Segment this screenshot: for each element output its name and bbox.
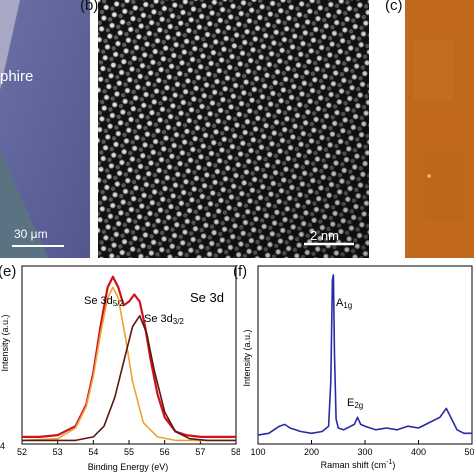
panel-f-raman-chart: 100 200 300 400 500 Intensity (a.u.) Raman s…: [240, 258, 474, 474]
contrast-shading: [98, 0, 369, 258]
panel-a-optical-image: phire 30 μm: [0, 0, 90, 258]
raman-xtick-label: 200: [304, 447, 319, 457]
region-label-sapphire: phire: [0, 68, 34, 85]
raman-xtick-label: 100: [250, 447, 265, 457]
panel-c-label: (c): [385, 0, 403, 14]
panel-e-label: (e): [0, 263, 17, 280]
raman-peak-e2g: E2g: [347, 397, 363, 410]
xps-xtick-label: 56: [160, 447, 170, 457]
surface-particle: [427, 174, 431, 178]
xps-peak-5-2-sub: 5/2: [113, 299, 125, 308]
panel-b-stem-image: 2 nm: [98, 0, 369, 258]
raman-xtick-label: 400: [411, 447, 426, 457]
xps-series-3: [22, 314, 236, 442]
xps-xtick-label: 58: [231, 447, 240, 457]
xps-xtick-label: 52: [17, 447, 27, 457]
panel-c-afm-image: [405, 0, 474, 258]
xps-peak-5-2-main: Se 3d: [84, 295, 113, 307]
xps-peak-3-2-sub: 3/2: [173, 317, 185, 326]
raman-xtick-label: 300: [357, 447, 372, 457]
xps-xtick-label: 53: [53, 447, 63, 457]
raman-peak-a1g: A1g: [336, 297, 352, 310]
raman-xlabel: Raman shift (cm-1): [321, 459, 396, 470]
xps-edge-tick: 4: [0, 441, 5, 451]
stem-image-svg: [98, 0, 369, 258]
panel-f-label: (f): [233, 263, 248, 280]
xps-xtick-label: 57: [195, 447, 205, 457]
xps-peak-label-3-2: Se 3d3/2: [144, 313, 184, 326]
xps-xtick-label: 54: [88, 447, 98, 457]
xps-chart-svg: 52 53 54 55 56 57 58 Intensity (a.u.) Binding …: [0, 265, 240, 472]
raman-chart-svg: 100 200 300 400 500 Intensity (a.u.) Raman s…: [242, 265, 474, 470]
xps-peak-label-5-2: Se 3d5/2: [84, 295, 124, 308]
optical-image-svg: [0, 0, 90, 258]
panel-b-label: (b): [80, 0, 99, 14]
scalebar-b-label: 2 nm: [310, 228, 339, 243]
panel-e-xps-chart: 52 53 54 55 56 57 58 Intensity (a.u.) Binding …: [0, 258, 240, 474]
xps-xtick-label: 55: [124, 447, 134, 457]
raman-ylabel: Intensity (a.u.): [242, 329, 252, 386]
xps-series-2: [21, 286, 236, 442]
xps-xlabel: Binding Energy (eV): [88, 462, 169, 472]
xps-peak-3-2-main: Se 3d: [144, 313, 173, 325]
scalebar-a-label: 30 μm: [14, 227, 48, 241]
film-flake: [0, 150, 48, 258]
xps-inset-label: Se 3d: [190, 290, 224, 305]
raman-xtick-label: 500: [464, 447, 474, 457]
film-edge: [0, 0, 20, 90]
afm-image-svg: [405, 0, 474, 258]
xps-ylabel: Intensity (a.u.): [0, 314, 10, 371]
raman-series-1: [257, 274, 472, 436]
